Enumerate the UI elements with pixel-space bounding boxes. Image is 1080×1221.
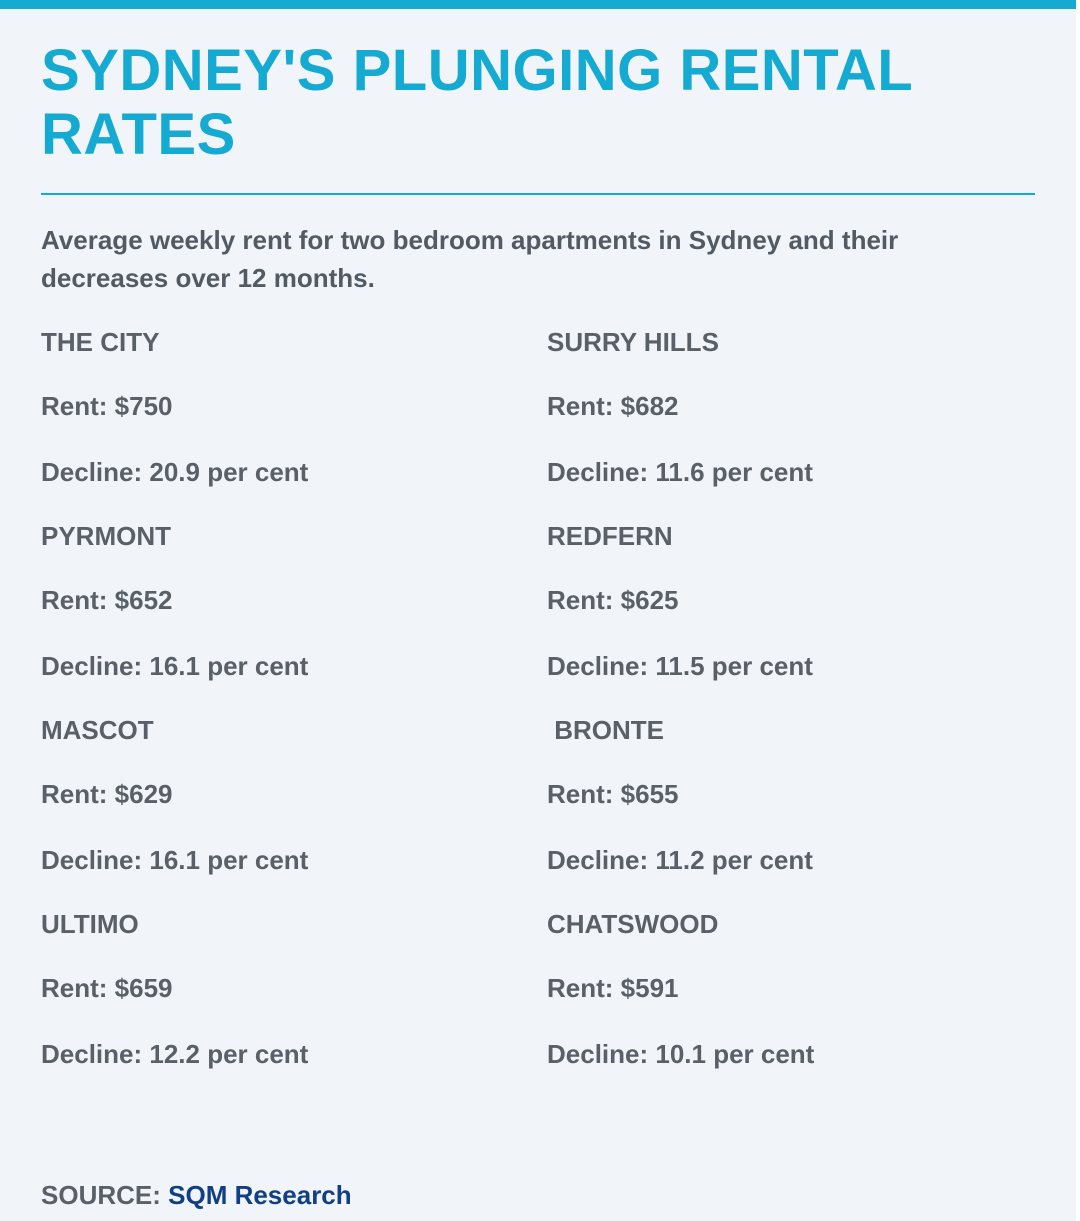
suburb-decline: Decline: 20.9 per cent (41, 457, 309, 487)
subtitle: Average weekly rent for two bedroom apar… (41, 225, 899, 293)
suburb-name: PYRMONT (41, 521, 171, 551)
suburb-rent: Rent: $682 (547, 391, 679, 421)
suburb-rent: Rent: $591 (547, 973, 679, 1003)
suburb-name: THE CITY (41, 327, 160, 357)
suburb-decline: Decline: 16.1 per cent (41, 651, 309, 681)
suburb-entry: REDFERN Rent: $625 Decline: 11.5 per cen… (547, 518, 1017, 712)
source-credit: SOURCE: SQM Research (41, 1177, 352, 1213)
suburb-entry: ULTIMO Rent: $659 Decline: 12.2 per cent (41, 906, 511, 1100)
suburb-name: BRONTE (547, 715, 664, 745)
suburb-entry: THE CITY Rent: $750 Decline: 20.9 per ce… (41, 324, 511, 518)
suburb-entry: CHATSWOOD Rent: $591 Decline: 10.1 per c… (547, 906, 1017, 1100)
suburb-name: SURRY HILLS (547, 327, 719, 357)
suburb-name: MASCOT (41, 715, 154, 745)
suburb-entry: MASCOT Rent: $629 Decline: 16.1 per cent (41, 712, 511, 906)
page-title: SYDNEY'S PLUNGING RENTAL RATES (41, 38, 913, 167)
suburb-rent: Rent: $652 (41, 585, 173, 615)
suburb-decline: Decline: 16.1 per cent (41, 845, 309, 875)
suburb-entry: SURRY HILLS Rent: $682 Decline: 11.6 per… (547, 324, 1017, 518)
suburb-decline: Decline: 11.2 per cent (547, 845, 813, 875)
suburb-decline: Decline: 11.6 per cent (547, 457, 813, 487)
suburb-decline: Decline: 12.2 per cent (41, 1039, 309, 1069)
suburb-rent: Rent: $655 (547, 779, 679, 809)
source-link[interactable]: SQM Research (168, 1180, 352, 1210)
suburb-name: REDFERN (547, 521, 673, 551)
suburb-name: CHATSWOOD (547, 909, 719, 939)
suburb-column-right: SURRY HILLS Rent: $682 Decline: 11.6 per… (547, 324, 1017, 1100)
title-divider (41, 193, 1035, 195)
suburb-entry: PYRMONT Rent: $652 Decline: 16.1 per cen… (41, 518, 511, 712)
suburb-rent: Rent: $659 (41, 973, 173, 1003)
suburb-name: ULTIMO (41, 909, 139, 939)
suburb-rent: Rent: $750 (41, 391, 173, 421)
source-label: SOURCE: (41, 1180, 169, 1210)
suburb-entry: BRONTE Rent: $655 Decline: 11.2 per cent (547, 712, 1017, 906)
suburb-decline: Decline: 11.5 per cent (547, 651, 813, 681)
suburb-column-left: THE CITY Rent: $750 Decline: 20.9 per ce… (41, 324, 511, 1100)
suburb-rent: Rent: $625 (547, 585, 679, 615)
suburb-decline: Decline: 10.1 per cent (547, 1039, 815, 1069)
suburb-rent: Rent: $629 (41, 779, 173, 809)
